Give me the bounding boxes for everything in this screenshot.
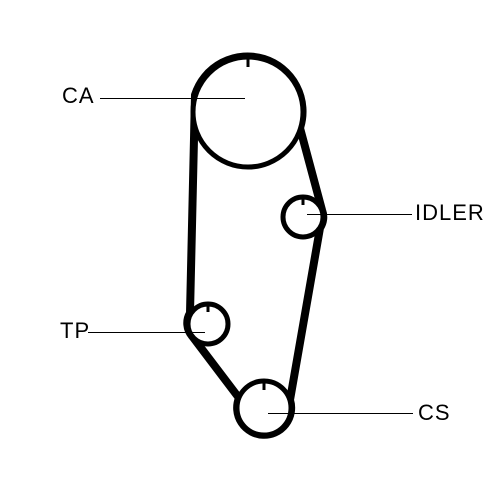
belt-diagram: CA IDLER TP CS [0,0,500,500]
pulley-tp [188,304,228,344]
leader-idler [307,214,412,215]
label-ca: CA [62,83,95,109]
label-cs: CS [418,400,451,426]
pulley-ca-circle [193,57,303,167]
leader-tp [88,332,205,333]
label-idler: IDLER [415,200,485,226]
leader-ca [100,98,245,99]
label-tp: TP [60,318,90,344]
pulley-cs [237,381,291,435]
pulley-idler [283,197,323,237]
pulley-ca [193,57,303,167]
leader-cs [268,413,413,414]
